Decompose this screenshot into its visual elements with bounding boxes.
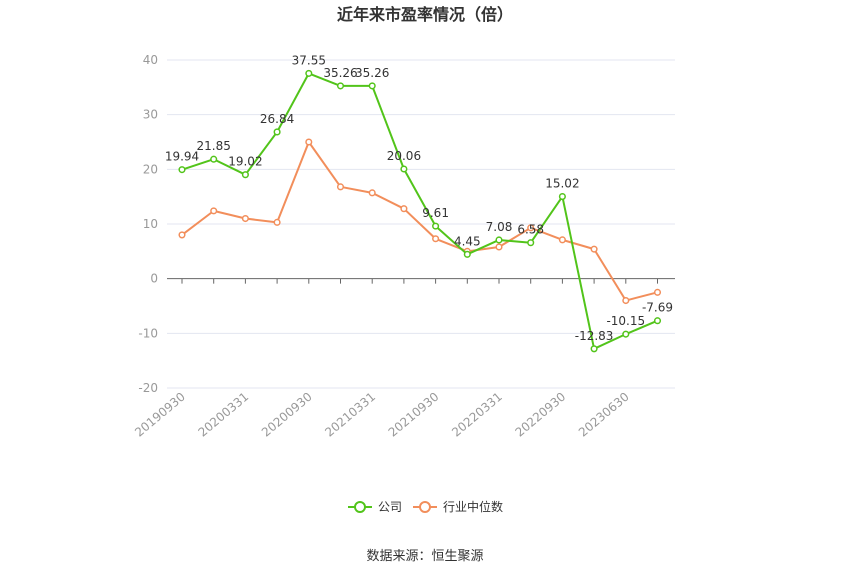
company-point <box>273 128 281 136</box>
x-axis: 20190930 20200331 20200930 20210331 20210930… <box>132 278 675 440</box>
series-layer <box>178 69 662 353</box>
company-point <box>590 345 598 353</box>
y-tick-label: 10 <box>143 217 158 231</box>
x-tick-label: 20190930 <box>132 390 188 440</box>
company-point <box>622 330 630 338</box>
data-source: 数据来源：恒生聚源 <box>366 549 483 564</box>
x-tick-label: 20230630 <box>576 390 632 440</box>
x-tick-label: 20200331 <box>196 390 252 440</box>
company-point <box>463 250 471 258</box>
company-point <box>400 165 408 173</box>
data-label: 21.85 <box>197 139 231 153</box>
y-tick-label: -10 <box>138 326 158 340</box>
data-label: 20.06 <box>387 149 421 163</box>
data-labels: 19.9421.8519.0226.8437.5535.2635.2620.06… <box>165 53 673 342</box>
x-tick-label: 20220930 <box>513 390 569 440</box>
y-tick-label: 0 <box>150 272 158 286</box>
company-point <box>305 69 313 77</box>
industry-point <box>622 296 630 305</box>
data-label: 37.55 <box>292 53 326 67</box>
legend-item-industry-median[interactable]: 行业中位数 <box>413 499 503 514</box>
legend: 公司 行业中位数 <box>348 499 503 514</box>
data-label: 15.02 <box>545 177 579 191</box>
y-tick-label: 20 <box>143 162 158 176</box>
data-label: 26.84 <box>260 112 294 126</box>
x-tick-label: 20210331 <box>322 390 378 440</box>
x-tick-label: 20220331 <box>449 390 505 440</box>
industry-point <box>368 189 376 197</box>
data-label: -10.15 <box>606 314 645 328</box>
company-point <box>432 222 440 230</box>
industry-point <box>273 218 281 226</box>
x-tick-label: 20210930 <box>386 390 442 440</box>
industry-point <box>558 236 566 244</box>
company-point <box>336 82 345 90</box>
company-line <box>181 72 658 350</box>
y-axis: -20 -10 0 10 20 30 40 <box>138 53 158 395</box>
industry-point <box>495 243 503 251</box>
company-point <box>558 193 566 201</box>
company-point <box>653 317 662 325</box>
company-point <box>527 239 535 247</box>
industry-point <box>400 205 408 213</box>
company-point <box>178 166 186 174</box>
company-point <box>495 236 503 244</box>
company-point <box>368 82 376 90</box>
industry-point <box>241 214 249 223</box>
y-tick-label: -20 <box>138 381 158 395</box>
industry-point <box>653 288 662 296</box>
y-tick-label: 30 <box>143 108 158 122</box>
data-label: -7.69 <box>642 301 673 315</box>
legend-industry-label: 行业中位数 <box>443 499 503 514</box>
legend-company-marker <box>354 501 366 513</box>
data-label: 35.26 <box>355 66 389 80</box>
industry-point <box>432 235 440 243</box>
legend-company-label: 公司 <box>378 500 402 514</box>
y-tick-label: 40 <box>143 53 158 67</box>
x-tick-label: 20200930 <box>259 390 315 440</box>
data-label: 19.94 <box>165 150 199 164</box>
industry-point <box>527 224 535 232</box>
industry-point <box>210 207 218 215</box>
data-label: 4.45 <box>454 234 481 248</box>
data-label: 7.08 <box>486 220 513 234</box>
company-point <box>241 171 249 179</box>
industry-point <box>590 245 598 253</box>
company-point <box>210 155 218 163</box>
data-label: -12.83 <box>575 329 614 343</box>
data-label: 19.02 <box>228 155 262 169</box>
industry-median-line <box>181 141 658 302</box>
data-label: 6.58 <box>517 223 544 237</box>
chart-title: 近年来市盈率情况（倍） <box>337 5 513 24</box>
legend-item-company[interactable]: 公司 <box>348 500 402 514</box>
industry-point <box>336 183 345 191</box>
data-label: 9.61 <box>422 206 449 220</box>
industry-point <box>178 231 186 239</box>
industry-point <box>305 138 313 146</box>
legend-industry-marker <box>419 501 431 513</box>
data-label: 35.26 <box>323 66 357 80</box>
